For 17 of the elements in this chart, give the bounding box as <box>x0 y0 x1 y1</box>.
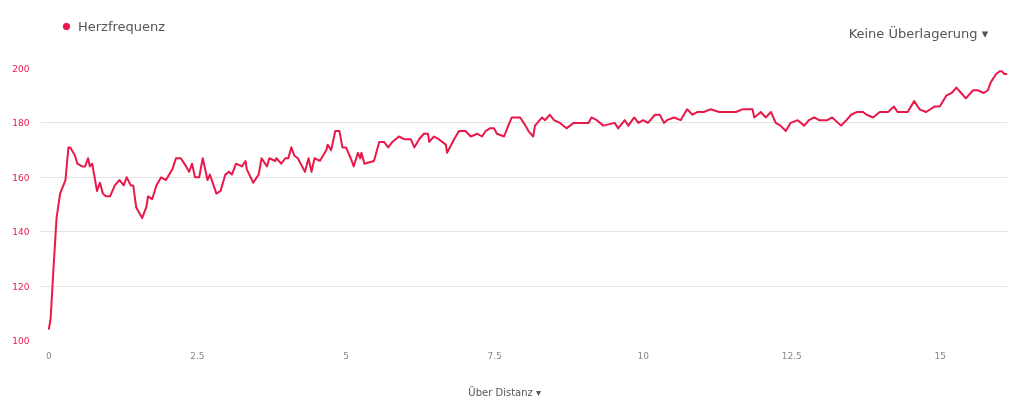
x-tick-label: 10 <box>637 350 650 361</box>
y-tick-label: 140 <box>12 227 30 238</box>
y-tick-label: 100 <box>12 336 30 346</box>
text: Keine Überlagerung ▾ <box>848 25 989 41</box>
y-tick-label: 200 <box>12 64 30 74</box>
x-tick-label: 7.5 <box>487 350 502 361</box>
x-tick-label: 2.5 <box>190 350 205 361</box>
x-tick-label: 0 <box>45 350 52 361</box>
y-tick-label: 180 <box>12 118 30 129</box>
text: Über Distanz ▾ <box>468 386 541 398</box>
y-tick-label: 120 <box>12 281 30 292</box>
y-tick-label: 160 <box>12 172 30 183</box>
x-tick-label: 12.5 <box>781 350 802 361</box>
line-series <box>47 70 1008 331</box>
x-tick-label: 15 <box>934 350 947 361</box>
x-tick-label: 5 <box>343 350 349 361</box>
legend-label: Herzfrequenz <box>78 18 166 34</box>
